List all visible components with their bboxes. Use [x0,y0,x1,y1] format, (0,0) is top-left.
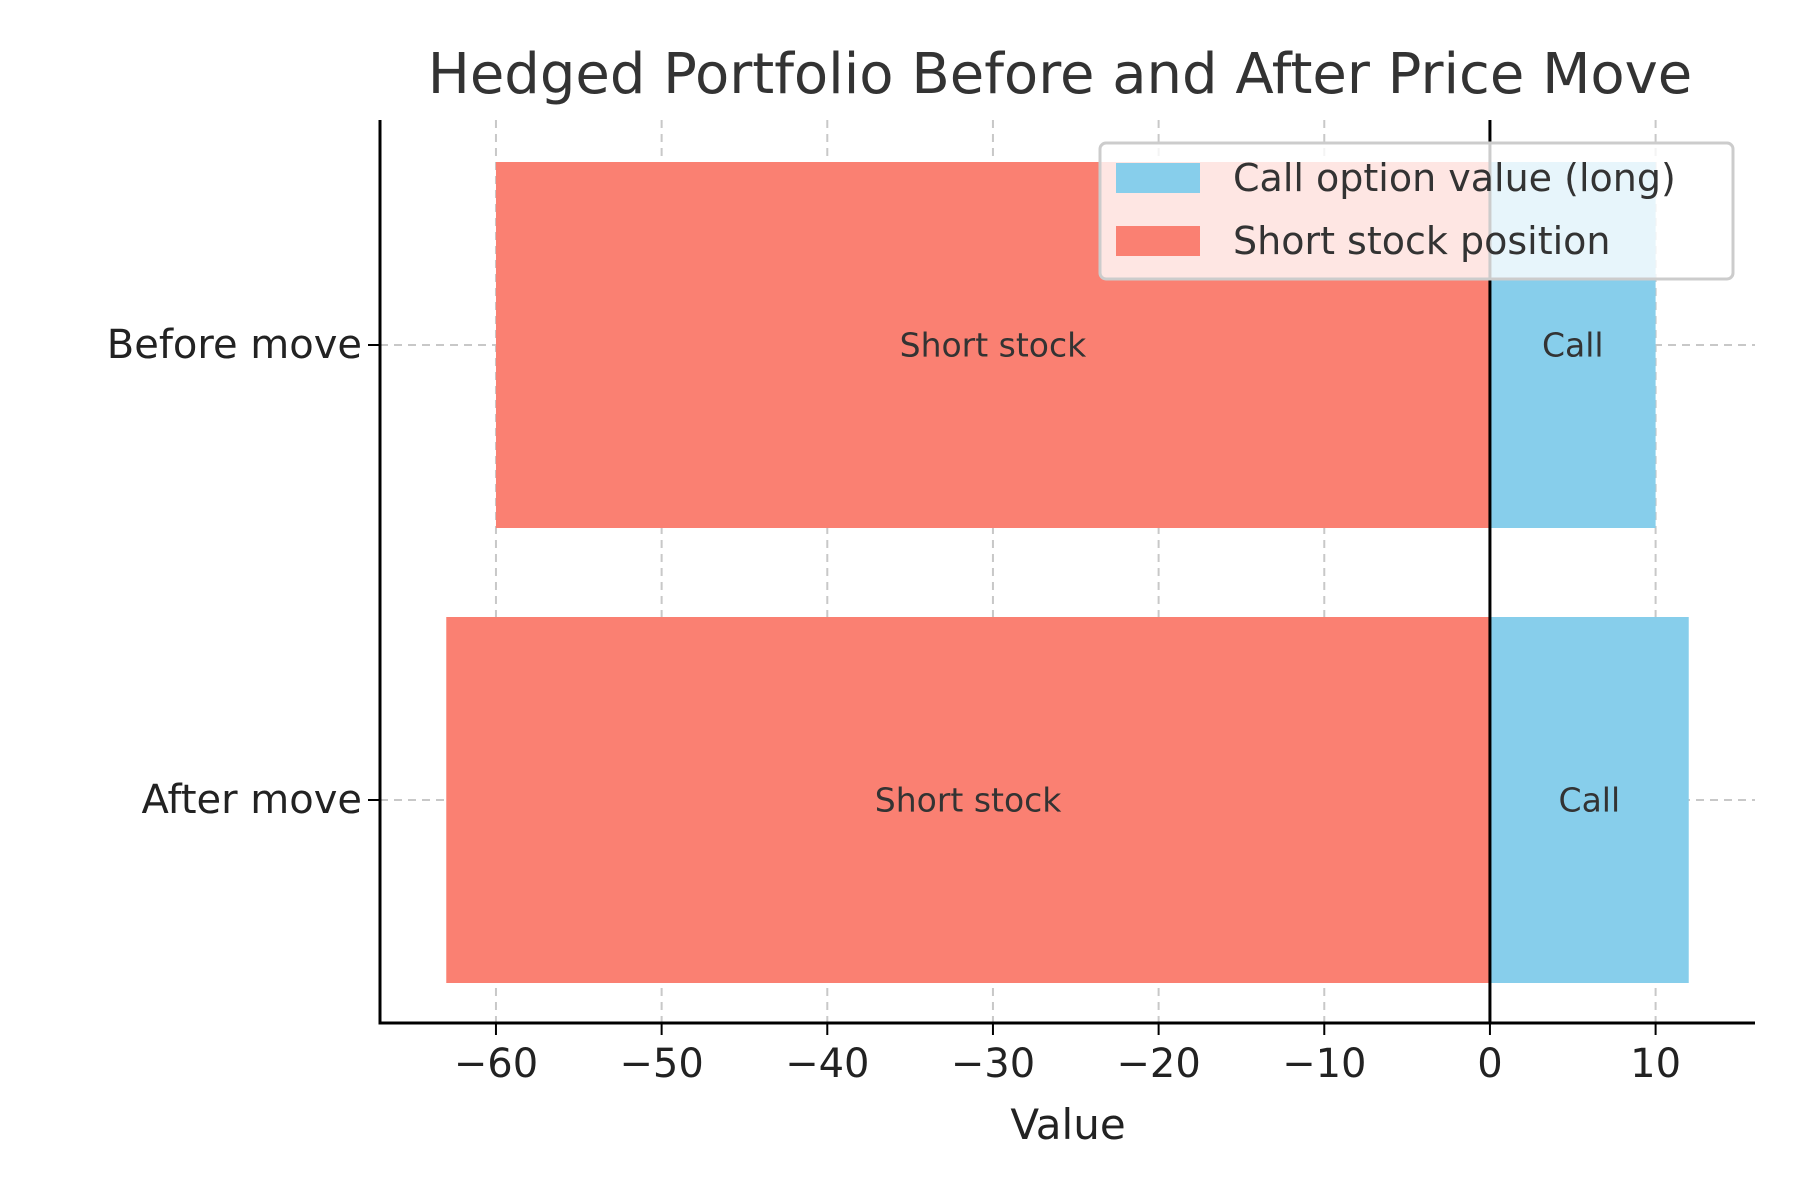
bar-label-call-1: Call [1559,781,1621,820]
y-tick-label-0: Before move [107,322,362,368]
bar-label-call-0: Call [1542,326,1604,365]
legend-box [1098,141,1735,281]
legend-swatch-short-stock [1116,226,1200,256]
x-tick-label-2: −40 [785,1041,869,1087]
x-tick-label-5: −10 [1282,1041,1366,1087]
legend-label-short-stock: Short stock position [1233,219,1611,263]
legend-swatch-call [1116,163,1200,193]
x-tick-label-3: −30 [951,1041,1035,1087]
x-tick-label-7: 10 [1630,1041,1681,1087]
x-tick-label-4: −20 [1116,1041,1200,1087]
bar-labels: Call Call Short stock Short stock [875,326,1620,820]
x-tick-label-6: 0 [1477,1041,1502,1087]
x-axis-label: Value [1010,1100,1125,1149]
bars [446,162,1689,983]
bar-call-1 [1489,617,1689,983]
legend: Call option value (long) Short stock posi… [1098,141,1735,281]
chart-title: Hedged Portfolio Before and After Price … [428,42,1693,107]
x-tick-label-1: −50 [619,1041,703,1087]
y-tick-label-1: After move [142,777,363,823]
x-tick-label-0: −60 [454,1041,538,1087]
axes: −60 −50 −40 −30 −20 −10 0 10 Before move After mo… [107,120,1755,1087]
bar-label-short-stock-1: Short stock [875,781,1063,820]
bar-short-stock-1 [446,617,1490,983]
legend-label-call: Call option value (long) [1233,156,1676,200]
bar-label-short-stock-0: Short stock [900,326,1088,365]
